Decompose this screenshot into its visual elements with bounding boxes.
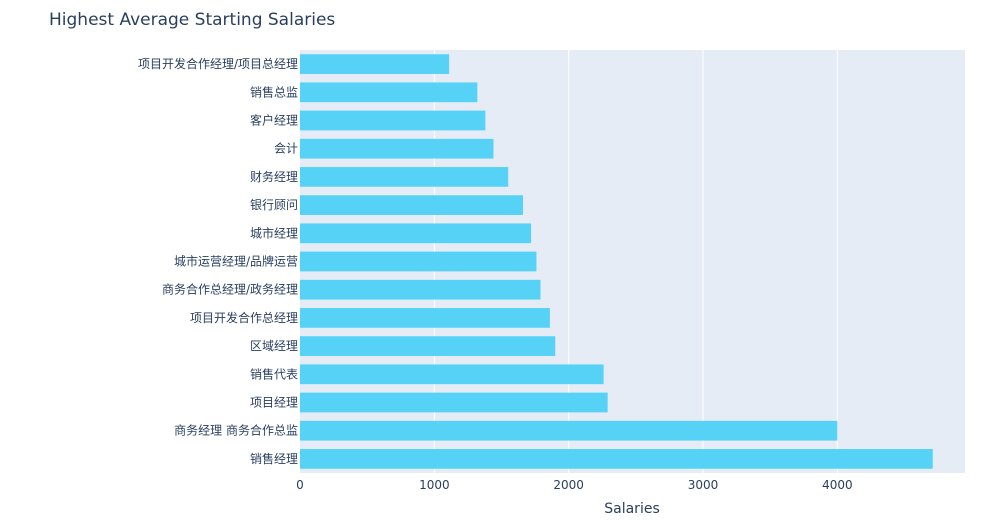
category-label: 销售代表: [250, 366, 298, 381]
bar[interactable]: [300, 54, 450, 74]
category-label: 城市运营经理/品牌运营: [174, 254, 298, 269]
category-label: 项目经理: [250, 396, 298, 410]
category-label: 客户经理: [250, 113, 298, 128]
bar[interactable]: [300, 420, 838, 441]
category-label: 项目开发合作经理/项目总经理: [138, 56, 298, 71]
chart-title: Highest Average Starting Salaries: [49, 10, 335, 30]
x-tick-label: 3000: [688, 478, 719, 492]
bar[interactable]: [300, 110, 486, 131]
bar[interactable]: [300, 364, 604, 385]
bar[interactable]: [300, 251, 537, 272]
bars: [300, 54, 933, 469]
bar[interactable]: [300, 167, 509, 187]
category-labels: 项目开发合作经理/项目总经理销售总监客户经理会计财务经理银行顾问城市经理城市运营…: [138, 56, 298, 466]
bar[interactable]: [300, 336, 556, 356]
bar[interactable]: [300, 223, 532, 244]
category-label: 项目开发合作总经理: [190, 310, 298, 325]
bar[interactable]: [300, 138, 494, 159]
bar[interactable]: [300, 308, 550, 328]
bar[interactable]: [300, 195, 524, 215]
category-label: 区域经理: [250, 339, 298, 353]
x-tick-label: 2000: [553, 478, 584, 492]
category-label: 商务合作总经理/政务经理: [162, 282, 298, 297]
x-tick-label: 0: [296, 478, 304, 492]
category-label: 销售经理: [250, 451, 298, 466]
bar[interactable]: [300, 392, 608, 413]
x-tick-label: 1000: [419, 478, 450, 492]
bar[interactable]: [300, 279, 541, 300]
category-label: 城市经理: [250, 225, 298, 240]
category-label: 银行顾问: [250, 198, 298, 212]
category-label: 会计: [274, 142, 298, 156]
x-tick-label: 4000: [822, 478, 853, 492]
bar[interactable]: [300, 449, 933, 469]
category-label: 销售总监: [250, 84, 298, 99]
category-label: 商务经理 商务合作总监: [174, 423, 298, 438]
x-tick-labels: 0 1000 2000 3000 4000: [296, 478, 852, 492]
category-label: 财务经理: [250, 169, 298, 184]
x-axis-title: Salaries: [604, 501, 660, 517]
bar[interactable]: [300, 82, 478, 103]
